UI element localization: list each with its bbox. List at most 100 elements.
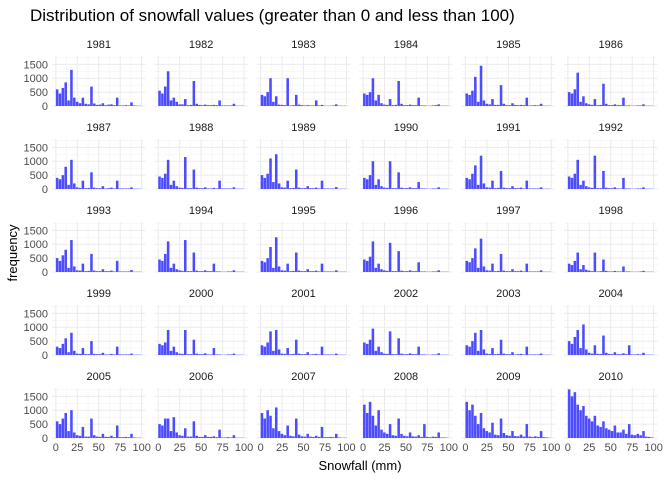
histogram-bar (70, 332, 73, 355)
histogram-bar (420, 354, 423, 355)
histogram-bar (377, 263, 380, 272)
histogram-bar (613, 187, 617, 189)
facet-panel-2006: 2006 0 25 50 75 100 (154, 371, 253, 454)
histogram-bar (516, 271, 520, 272)
histogram-bar (363, 342, 366, 355)
histogram-bar (576, 252, 579, 272)
histogram-bar (525, 346, 529, 355)
histogram-bar (599, 104, 602, 106)
histogram-bar (212, 348, 216, 355)
histogram-bar (58, 260, 62, 272)
histogram-bar (118, 105, 122, 106)
histogram-bar (431, 105, 435, 106)
histogram-bar (232, 353, 236, 355)
histogram-bar (602, 335, 605, 355)
histogram-bar (625, 433, 628, 438)
histogram-bar (528, 105, 531, 106)
x-tick-label: 0 (462, 442, 468, 454)
histogram-bar (292, 187, 295, 189)
histogram-bar (496, 353, 500, 355)
facet-label: 2004 (599, 288, 623, 300)
facet-panel-1987: 1987 0 500 1000 1500 (24, 122, 146, 196)
histogram-bar (573, 392, 577, 438)
histogram-bar (107, 436, 110, 438)
histogram-bar (58, 348, 62, 355)
histogram-bar (502, 103, 506, 106)
histogram-bar (374, 184, 378, 189)
histogram-bar (312, 188, 315, 189)
x-tick-label: 0 (258, 442, 264, 454)
histogram-bar (232, 435, 236, 438)
histogram-bar (642, 431, 645, 438)
facet-label: 1996 (394, 205, 418, 217)
histogram-bar (195, 187, 198, 189)
histogram-bar (465, 401, 469, 438)
histogram-bar (607, 271, 611, 272)
histogram-bar (64, 338, 67, 355)
histogram-bar (61, 418, 65, 438)
histogram-bar (622, 429, 625, 438)
histogram-bar (175, 186, 178, 189)
histogram-bar (206, 188, 210, 189)
histogram-bar (585, 269, 588, 272)
histogram-bar (567, 341, 571, 355)
histogram-bar (161, 345, 164, 355)
histogram-bar (405, 436, 409, 438)
histogram-bar (616, 432, 620, 438)
histogram-bar (260, 413, 264, 438)
x-tick-label: 25 (481, 442, 493, 454)
histogram-bar (84, 354, 88, 355)
histogram-bar (423, 271, 426, 272)
x-tick-label: 0 (53, 442, 59, 454)
histogram-bar (326, 188, 329, 189)
histogram-bar (232, 103, 236, 106)
histogram-bar (266, 410, 269, 438)
histogram-bar (645, 436, 648, 438)
histogram-bar (204, 104, 207, 106)
histogram-bar (437, 104, 440, 106)
histogram-bar (488, 270, 491, 272)
histogram-bar (90, 341, 93, 355)
histogram-bar (596, 425, 600, 438)
histogram-bar (172, 417, 176, 438)
histogram-bar (78, 353, 82, 355)
histogram-bar (218, 271, 221, 272)
histogram-bar (602, 170, 605, 189)
histogram-bar (183, 330, 187, 355)
histogram-bar (121, 271, 125, 272)
histogram-bar (189, 104, 193, 106)
histogram-bar (385, 353, 389, 355)
histogram-bar (226, 105, 230, 106)
histogram-bar (639, 435, 642, 438)
histogram-bar (101, 269, 105, 272)
histogram-bar (189, 188, 193, 189)
histogram-bar (175, 101, 178, 106)
histogram-bar (610, 105, 614, 106)
histogram-bar (531, 436, 534, 438)
histogram-bar (118, 271, 122, 272)
histogram-bar (198, 354, 201, 355)
histogram-bar (95, 104, 99, 106)
histogram-bar (627, 105, 631, 106)
histogram-bar (98, 271, 102, 272)
histogram-bar (303, 105, 307, 106)
histogram-bar (93, 187, 96, 189)
histogram-bar (482, 100, 486, 106)
histogram-bar (587, 352, 591, 355)
histogram-bar (269, 415, 272, 438)
histogram-bar (104, 105, 108, 106)
x-tick-label: 50 (605, 442, 617, 454)
histogram-bar (534, 354, 537, 355)
histogram-bar (377, 94, 380, 106)
histogram-bar (599, 188, 602, 189)
histogram-bar (163, 418, 167, 438)
histogram-bar (70, 69, 73, 106)
histogram-bar (431, 188, 435, 189)
x-tick-label: 75 (319, 442, 331, 454)
histogram-bar (622, 97, 625, 106)
histogram-bar (224, 437, 227, 438)
histogram-bar (514, 354, 517, 355)
histogram-bar (87, 104, 90, 106)
histogram-bar (272, 428, 275, 438)
x-tick-label: 75 (421, 442, 433, 454)
